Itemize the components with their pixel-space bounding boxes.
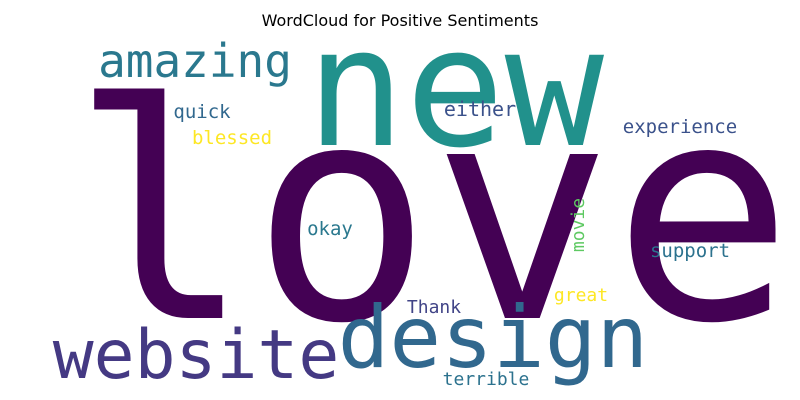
word-terrible: terrible [443,369,530,390]
word-quick: quick [173,101,231,123]
word-love: love [71,40,793,389]
word-website: website [53,316,340,395]
chart-title: WordCloud for Positive Sentiments [261,11,539,30]
word-new: new [306,0,605,184]
word-great: great [554,285,608,306]
word-okay: okay [307,218,353,240]
word-design: design [338,288,649,388]
word-support: support [650,240,730,262]
word-movie: movie [568,198,589,252]
word-amazing: amazing [98,34,292,88]
word-thank: Thank [407,297,461,318]
word-blessed: blessed [192,127,272,149]
word-either: either [444,97,516,121]
word-experience: experience [623,116,737,138]
